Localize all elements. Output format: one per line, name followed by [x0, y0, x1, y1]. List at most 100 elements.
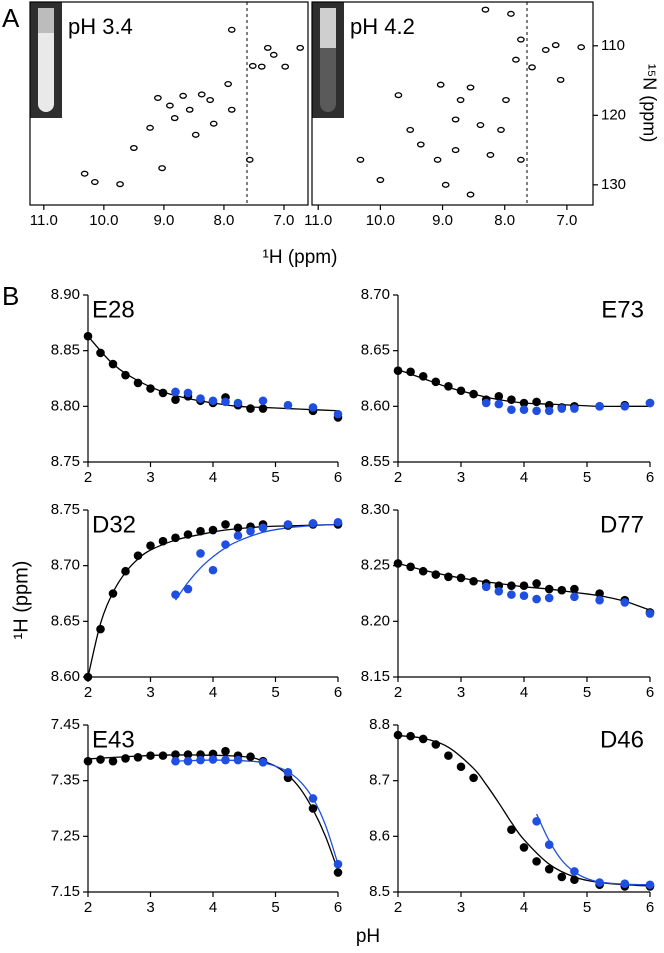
peak-contour: [486, 151, 495, 158]
peak-contour: [502, 96, 510, 104]
peak-contour: [245, 156, 254, 163]
peak-contour: [541, 46, 550, 54]
peak-contour: [209, 120, 218, 127]
y-tick-label: 8.75: [51, 501, 80, 518]
y-tick-label: 8.5: [369, 883, 390, 900]
data-point: [532, 857, 541, 866]
peak-contour: [436, 81, 445, 88]
data-point: [233, 398, 243, 408]
x-tick-label: 5: [583, 899, 591, 916]
data-point: [171, 387, 180, 397]
data-point: [519, 581, 529, 591]
data-point: [431, 740, 441, 749]
y-axis-label: ¹H (ppm): [10, 561, 32, 640]
data-point: [494, 399, 504, 409]
peak-contour: [146, 124, 154, 131]
panel-title: D46: [600, 726, 644, 753]
x-tick-label: 2: [394, 899, 402, 916]
x-tick-label: 2: [84, 899, 92, 916]
fit-curve: [87, 754, 339, 872]
y-tick-label: 8.70: [361, 286, 390, 303]
panel-title: D32: [92, 511, 136, 538]
peak-contour: [406, 126, 415, 133]
peak-contour: [556, 76, 565, 83]
peak-contour: [296, 44, 305, 51]
y-tick-label: 8.6: [369, 827, 390, 844]
data-point: [431, 377, 441, 387]
peak-contour: [116, 181, 124, 188]
data-point: [308, 403, 318, 412]
data-point: [283, 400, 293, 410]
data-point: [507, 825, 516, 834]
x-tick-label: 3: [146, 469, 154, 486]
peak-contour: [376, 176, 385, 184]
data-point: [83, 756, 93, 766]
data-point: [283, 768, 293, 777]
data-point: [333, 517, 343, 527]
peak-contour: [80, 170, 89, 177]
data-point: [532, 594, 541, 604]
data-point: [83, 331, 93, 341]
y-tick-label: 8.80: [51, 397, 80, 414]
tube-photo: [312, 2, 344, 118]
data-point: [171, 590, 180, 599]
data-point: [557, 404, 567, 413]
x-tick-label: 6: [334, 469, 342, 486]
data-point: [96, 348, 105, 358]
peak-contour: [481, 6, 490, 13]
y-tick-label: 8.20: [361, 612, 390, 629]
y-tick-label: 7.25: [51, 827, 80, 844]
x-tick-label: 4: [209, 899, 217, 916]
data-point: [532, 579, 541, 588]
peak-contour: [281, 63, 290, 70]
x-tick-label: 4: [209, 684, 217, 701]
data-point: [246, 404, 255, 413]
peak-contour: [394, 92, 403, 99]
x-tick-label: 6: [646, 684, 654, 701]
data-point: [544, 406, 554, 416]
data-point: [121, 370, 130, 380]
data-point: [108, 359, 118, 369]
data-point: [158, 388, 168, 398]
data-point: [221, 397, 230, 407]
data-point: [246, 752, 255, 762]
x-tick-label: 8.0: [214, 212, 235, 229]
data-point: [544, 593, 554, 603]
data-point: [196, 526, 205, 536]
y-tick-label: 8.30: [361, 501, 390, 518]
x-tick-label: 5: [583, 684, 591, 701]
data-point: [570, 404, 579, 413]
data-point: [108, 756, 118, 766]
x-tick-label: 3: [146, 899, 154, 916]
peak-contour: [466, 84, 475, 91]
data-point: [418, 371, 428, 381]
data-point: [570, 867, 579, 876]
data-point: [393, 730, 403, 740]
x-tick-label: 11.0: [304, 212, 332, 229]
y-tick-label: 8.60: [51, 668, 80, 685]
x-tick-label: 2: [84, 469, 92, 486]
data-point: [233, 531, 243, 540]
data-point: [183, 584, 193, 594]
y-tick-label: 8.8: [369, 716, 390, 733]
plot-frame: [29, 1, 309, 206]
data-point: [233, 755, 243, 765]
data-point: [570, 584, 579, 594]
peak-contour: [191, 131, 200, 138]
peak-contour: [227, 26, 236, 33]
y-tick-label: 7.45: [51, 716, 80, 733]
y-tick-label: 8.25: [361, 557, 390, 574]
peak-contour: [269, 51, 278, 58]
data-point: [121, 754, 130, 763]
data-point: [595, 402, 604, 411]
data-point: [158, 751, 168, 760]
data-point: [133, 752, 143, 762]
peak-contour: [512, 56, 520, 63]
data-point: [246, 526, 255, 536]
fit-curve: [174, 523, 339, 601]
x-tick-label: 4: [209, 469, 217, 486]
data-point: [481, 398, 491, 408]
panel-title: D77: [600, 511, 644, 538]
data-point: [108, 589, 118, 598]
data-point: [208, 396, 218, 406]
